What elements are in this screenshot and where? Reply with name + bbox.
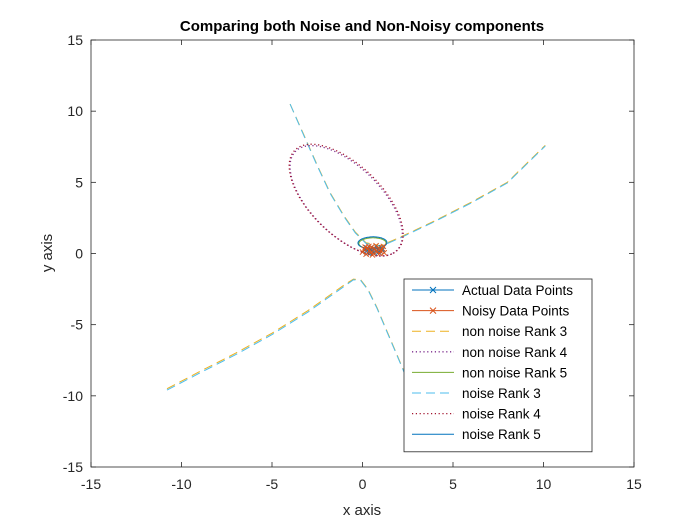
x-axis-label: x axis (343, 502, 381, 519)
y-tick-label: 15 (67, 32, 83, 48)
x-tick-label: -15 (81, 476, 101, 492)
x-tick-label: 15 (626, 476, 642, 492)
legend: Actual Data Points Noisy Data Points non n… (404, 279, 592, 452)
x-tick-label: 0 (359, 476, 367, 492)
x-tick-label: -10 (171, 476, 191, 492)
x-tick-label: 10 (536, 476, 552, 492)
legend-label-noise-rank-5: noise Rank 5 (462, 427, 541, 442)
y-tick-label: 10 (67, 103, 83, 119)
y-tick-label: -5 (71, 317, 84, 333)
legend-label-noise-rank-4: noise Rank 4 (462, 407, 541, 422)
legend-label-noise-rank-3: noise Rank 3 (462, 386, 541, 401)
legend-label-non-noise-rank-4: non noise Rank 4 (462, 345, 568, 360)
y-axis-label: y axis (39, 234, 56, 272)
y-tick-label: 5 (75, 174, 83, 190)
x-tick-label: 5 (449, 476, 457, 492)
legend-label-actual-data-points: Actual Data Points (462, 283, 573, 298)
y-tick-label: -10 (63, 388, 83, 404)
legend-label-noisy-data-points: Noisy Data Points (462, 304, 570, 319)
y-tick-label: 0 (75, 246, 83, 262)
legend-label-non-noise-rank-3: non noise Rank 3 (462, 324, 567, 339)
x-tick-label: -5 (266, 476, 279, 492)
chart-title: Comparing both Noise and Non-Noisy compo… (180, 18, 544, 35)
legend-label-non-noise-rank-5: non noise Rank 5 (462, 365, 567, 380)
y-tick-label: -15 (63, 459, 83, 475)
